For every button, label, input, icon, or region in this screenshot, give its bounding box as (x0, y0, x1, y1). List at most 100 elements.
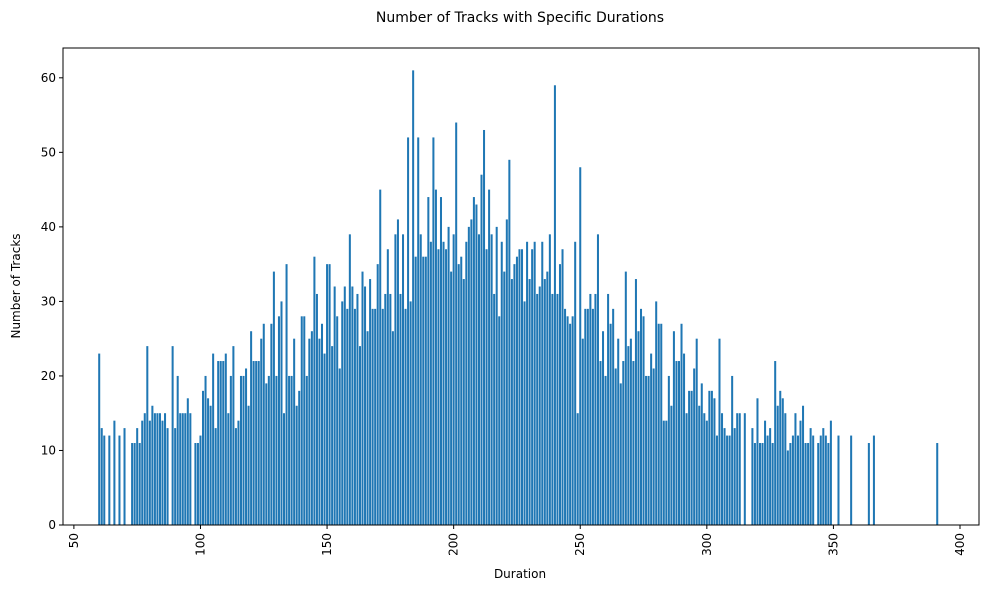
bar (351, 286, 354, 525)
bar (437, 249, 440, 525)
bar (313, 256, 316, 525)
bar (280, 301, 283, 525)
bar (614, 368, 617, 525)
bar (561, 249, 564, 525)
bar (199, 435, 202, 525)
bar (194, 443, 197, 525)
bar (361, 271, 364, 525)
bar (113, 420, 116, 525)
bar (683, 353, 686, 525)
bar (708, 390, 711, 525)
bar (622, 361, 625, 525)
bar (607, 293, 610, 525)
bar (743, 413, 746, 525)
bar (774, 361, 777, 525)
y-tick-label: 10 (41, 443, 56, 457)
bar (548, 234, 551, 525)
bar (637, 331, 640, 525)
bar (685, 413, 688, 525)
bar (591, 308, 594, 525)
bar (505, 219, 508, 525)
bar (700, 383, 703, 525)
bar (260, 338, 263, 525)
bar (533, 241, 536, 525)
bar (518, 249, 521, 525)
x-axis-label: Duration (494, 567, 546, 581)
bar (224, 353, 227, 525)
bar (143, 413, 146, 525)
bar (485, 249, 488, 525)
bar (138, 443, 141, 525)
bar (331, 346, 334, 525)
x-tick-label: 400 (953, 533, 967, 556)
bar (688, 390, 691, 525)
bar (612, 308, 615, 525)
bar (356, 293, 359, 525)
bar (353, 308, 356, 525)
bar (389, 293, 392, 525)
bar (100, 428, 103, 525)
bar (414, 256, 417, 525)
bar (315, 293, 318, 525)
bar (156, 413, 159, 525)
bar (553, 85, 556, 525)
bar (541, 241, 544, 525)
bar (341, 301, 344, 525)
bar (386, 249, 389, 525)
bar (652, 368, 655, 525)
bar (217, 361, 220, 525)
y-tick-label: 40 (41, 220, 56, 234)
bar (396, 219, 399, 525)
bar (255, 361, 258, 525)
bar (214, 428, 217, 525)
bar (850, 435, 853, 525)
bar (819, 435, 822, 525)
bar (308, 338, 311, 525)
bar (283, 413, 286, 525)
bar (756, 398, 759, 525)
bar (460, 256, 463, 525)
bar (131, 443, 134, 525)
bar (103, 435, 106, 525)
bar (617, 338, 620, 525)
bar (594, 293, 597, 525)
bar (586, 308, 589, 525)
bar (726, 435, 729, 525)
x-tick-label: 100 (193, 533, 207, 556)
bar (153, 413, 156, 525)
bar (508, 159, 511, 525)
bar (265, 383, 268, 525)
bar (427, 197, 430, 525)
bar (336, 316, 339, 525)
bar (288, 375, 291, 525)
bar (528, 279, 531, 525)
bar (599, 361, 602, 525)
bar (705, 420, 708, 525)
bar (936, 443, 939, 525)
bar (488, 189, 491, 525)
bar (602, 331, 605, 525)
bar (589, 293, 592, 525)
y-tick-label: 20 (41, 369, 56, 383)
x-tick-label: 350 (826, 533, 840, 556)
bar (698, 405, 701, 525)
bar (326, 264, 329, 525)
bar (558, 264, 562, 525)
bar (483, 129, 486, 525)
bar (176, 375, 179, 525)
bar (290, 375, 293, 525)
bar (467, 226, 470, 525)
bar (371, 308, 374, 525)
bar (376, 264, 379, 525)
bar (472, 197, 475, 525)
y-axis-label: Number of Tracks (9, 233, 23, 338)
bar (300, 316, 303, 525)
bar (634, 279, 637, 525)
bar (794, 413, 797, 525)
bar (703, 413, 706, 525)
bar (753, 443, 756, 525)
bar (477, 234, 480, 525)
bar (523, 301, 526, 525)
bar (305, 375, 308, 525)
bar (465, 241, 468, 525)
